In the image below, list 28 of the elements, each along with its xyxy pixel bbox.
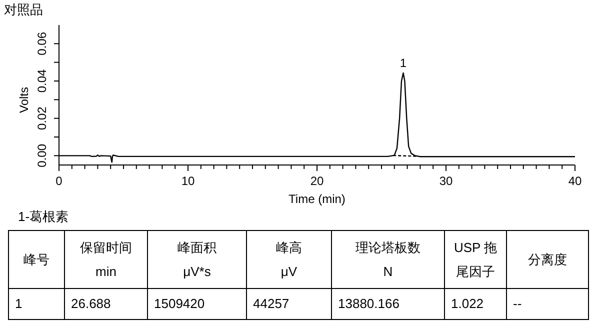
y-tick-label: 0.02 <box>35 106 49 130</box>
x-axis-title: Time (min) <box>288 192 346 206</box>
y-tick-label: 0.06 <box>35 32 49 56</box>
text: 峰高 μV <box>246 230 332 288</box>
chart-title: 对照品 <box>4 2 43 17</box>
text: 44257 <box>246 288 332 320</box>
text: 13880.166 <box>332 288 444 320</box>
y-tick-label: 0.00 <box>35 144 49 168</box>
y-tick-label: 0.04 <box>35 69 49 93</box>
text: 分离度 <box>506 230 588 288</box>
text: 保留时间 min <box>64 230 148 288</box>
text: 1 <box>8 288 64 320</box>
text: -- <box>506 288 588 320</box>
x-tick-label: 10 <box>181 174 195 188</box>
y-axis-title: Volts <box>17 86 31 114</box>
annotation: 1 <box>400 56 407 70</box>
x-tick-label: 30 <box>439 174 453 188</box>
text: 峰号 <box>8 230 64 288</box>
text: 峰面积 μV*s <box>148 230 246 288</box>
x-tick-label: 40 <box>568 174 582 188</box>
text: 1-葛根素 <box>18 208 69 226</box>
x-tick-label: 20 <box>310 174 324 188</box>
x-tick-label: 0 <box>56 174 63 188</box>
text: USP 拖尾因子 <box>444 230 506 288</box>
text: 26.688 <box>64 288 148 320</box>
text: 1.022 <box>444 288 506 320</box>
text: 1509420 <box>148 288 246 320</box>
text: 理论塔板数 N <box>332 230 444 288</box>
